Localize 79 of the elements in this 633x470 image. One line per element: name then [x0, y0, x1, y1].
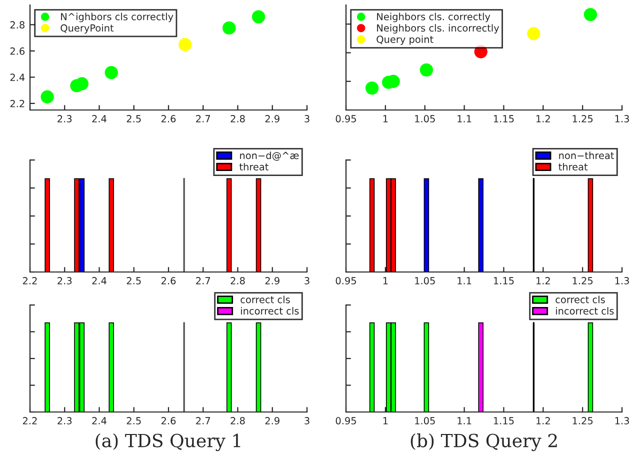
x-tick-label: 2.7: [196, 115, 210, 122]
legend-label: non−threat: [559, 152, 614, 160]
x-tick-label: 1.3: [615, 277, 629, 284]
legend-label: QueryPoint: [60, 24, 114, 34]
x-tick-label: 0.95: [336, 417, 356, 424]
legend-label: Neighbors cls. correctly: [377, 12, 490, 22]
x-tick-label: 1.1: [458, 277, 472, 284]
x-tick-label: 2.3: [58, 417, 72, 424]
legend-label: correct cls: [556, 296, 605, 304]
point: [104, 66, 118, 80]
x-tick-label: 2.3: [58, 277, 72, 284]
x-tick-label: 3: [304, 417, 310, 424]
point: [420, 63, 434, 76]
point: [75, 77, 89, 90]
x-tick-label: 2.8: [230, 115, 245, 122]
x-tick-label: 1.2: [536, 417, 550, 424]
x-tick-label: 1.2: [536, 277, 550, 284]
x-tick-label: 1: [383, 417, 388, 424]
x-tick-label: 1.25: [572, 277, 593, 284]
x-tick-label: 3: [304, 277, 310, 284]
x-tick-label: 1.05: [415, 277, 435, 284]
point: [40, 90, 54, 104]
x-tick-label: 2.5: [126, 115, 141, 122]
x-tick-label: 2.9: [265, 277, 280, 284]
x-tick-label: 1.05: [415, 115, 435, 122]
x-tick-label: 2.4: [92, 277, 106, 284]
y-tick-label: 2.2: [10, 100, 24, 108]
x-tick-label: 1.1: [458, 417, 472, 424]
point: [584, 8, 598, 22]
x-tick-label: 2.7: [196, 277, 210, 284]
x-tick-label: 2.5: [126, 417, 141, 424]
x-tick-label: 1.15: [494, 277, 514, 284]
x-tick-label: 1: [383, 115, 388, 122]
x-tick-label: 0.95: [336, 277, 356, 284]
x-tick-label: 2.2: [22, 417, 37, 424]
point: [252, 10, 266, 24]
legend-label: correct cls: [240, 296, 290, 304]
point: [222, 21, 236, 35]
x-tick-label: 1.25: [572, 115, 593, 122]
y-tick-label: 2.8: [10, 21, 24, 29]
x-tick-label: 2.3: [58, 115, 72, 122]
x-tick-label: 2.6: [161, 115, 176, 122]
x-tick-label: 2.9: [265, 417, 280, 424]
x-tick-label: 1.25: [572, 417, 593, 424]
point: [527, 27, 540, 40]
x-tick-label: 2.8: [230, 417, 245, 424]
legend-label: threat: [239, 162, 268, 170]
legend-label: incorrect cls: [556, 307, 614, 315]
legend-label: Neighbors cls. incorrectly: [377, 24, 500, 34]
x-tick-label: 2.9: [265, 115, 280, 122]
y-tick-label: 2.4: [10, 74, 25, 81]
x-tick-label: 1.3: [615, 115, 629, 122]
x-tick-label: 2.6: [161, 417, 176, 424]
x-tick-label: 1.2: [536, 115, 550, 122]
legend-label: N^ighbors cls correctly: [61, 12, 174, 22]
legend-label: Query point: [376, 35, 434, 45]
x-tick-label: 3: [304, 115, 310, 122]
y-tick-label: 2.6: [10, 47, 25, 55]
x-tick-label: 1.15: [494, 115, 514, 122]
x-tick-label: 1.05: [415, 417, 435, 424]
x-tick-label: 2.4: [92, 417, 106, 424]
legend-label: threat: [558, 162, 588, 170]
point: [365, 81, 379, 95]
x-tick-label: 2.7: [196, 417, 210, 424]
x-tick-label: 2.8: [230, 277, 245, 284]
x-tick-label: 2.6: [161, 277, 176, 284]
point: [178, 38, 192, 52]
x-tick-label: 2.4: [92, 115, 106, 122]
x-tick-label: 1: [383, 277, 388, 284]
x-tick-label: 1.1: [458, 115, 472, 122]
x-tick-label: 2.2: [22, 277, 37, 284]
text: (a) TDS Query 1: [96, 433, 240, 452]
x-tick-label: 1.15: [494, 417, 514, 424]
x-tick-label: 2.5: [126, 277, 141, 284]
x-tick-label: 1.3: [615, 417, 629, 424]
text: (b) TDS Query 2: [410, 433, 557, 452]
x-tick-label: 0.95: [336, 115, 356, 122]
legend-label: incorrect cls: [241, 307, 299, 315]
legend-label: non−d@^æ: [240, 152, 299, 161]
